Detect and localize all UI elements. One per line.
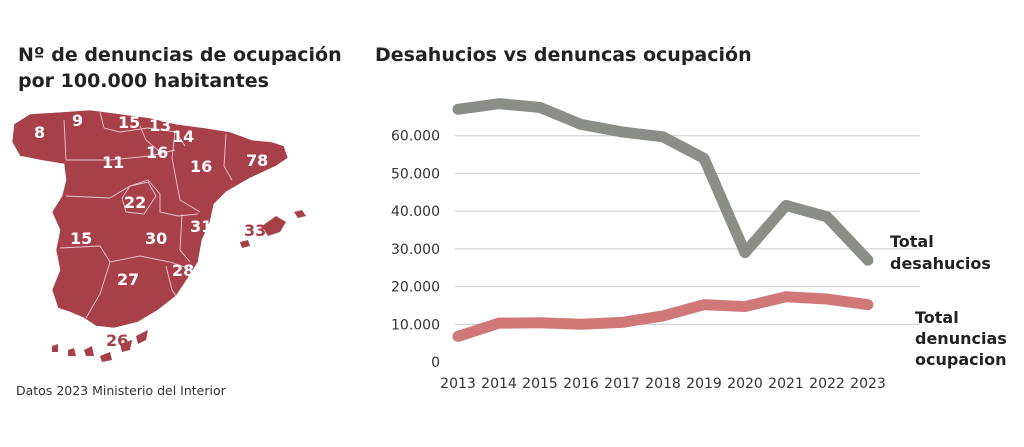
region-value-castilla-leon: 11	[102, 153, 124, 172]
y-tick-label: 60.000	[391, 129, 440, 145]
y-tick-label: 40.000	[391, 204, 440, 220]
region-value-castilla-la-mancha: 30	[145, 229, 167, 248]
region-value-galicia: 8	[34, 123, 45, 142]
x-tick-label: 2014	[481, 376, 517, 392]
series-label-ocupacion-line1: Total	[915, 308, 959, 327]
region-value-aragon: 16	[190, 157, 212, 176]
series-line-denuncias-ocupacion	[452, 291, 874, 342]
region-value-extremadura: 15	[70, 229, 92, 248]
spain-map: 8 9 15 13 14 11 16 16 78 22 31 33 15 30 …	[11, 109, 306, 362]
balearic-islands-south-shape	[240, 240, 250, 248]
x-tick-label: 2022	[809, 376, 845, 392]
map-title: Nº de denuncias de ocupación por 100.000…	[18, 44, 342, 92]
series-line-desahucios	[452, 98, 874, 266]
x-tick-label: 2021	[768, 376, 804, 392]
canary-islands-shape	[52, 330, 148, 362]
x-tick-label: 2017	[604, 376, 640, 392]
series-label-ocupacion-line3: ocupacion	[915, 350, 1006, 369]
x-axis-ticks: 2013 2014 2015 2016 2017 2018 2019 2020 2021 2022…	[440, 376, 886, 392]
series-lines	[452, 98, 874, 342]
peninsula-shape	[11, 109, 289, 329]
region-value-baleares: 33	[244, 221, 266, 240]
x-tick-label: 2019	[686, 376, 722, 392]
x-tick-label: 2013	[440, 376, 476, 392]
series-label-desahucios-line1: Total	[890, 232, 934, 251]
x-tick-label: 2023	[850, 376, 886, 392]
balearic-islands-shape	[262, 216, 286, 236]
y-tick-label: 10.000	[391, 317, 440, 333]
x-tick-label: 2015	[522, 376, 558, 392]
region-value-madrid: 22	[124, 193, 146, 212]
series-label-desahucios-line2: desahucios	[890, 254, 991, 273]
balearic-islands-small-shape	[294, 210, 306, 218]
region-value-navarra: 14	[172, 127, 194, 146]
y-tick-label: 20.000	[391, 280, 440, 296]
x-tick-label: 2016	[563, 376, 599, 392]
x-tick-label: 2020	[727, 376, 763, 392]
x-tick-label: 2018	[645, 376, 681, 392]
region-value-murcia: 28	[172, 261, 194, 280]
region-borders	[59, 111, 233, 319]
y-axis-ticks: 0 10.000 20.000 30.000 40.000 50.000 60.000	[391, 129, 440, 371]
region-value-cantabria: 15	[118, 113, 140, 132]
map-source-note: Datos 2023 Ministerio del Interior	[16, 383, 226, 398]
y-tick-label: 30.000	[391, 242, 440, 258]
region-value-valencia: 31	[190, 217, 212, 236]
region-value-andalucia: 27	[117, 270, 139, 289]
region-value-pais-vasco: 13	[149, 116, 171, 135]
region-value-canarias: 26	[106, 331, 128, 350]
y-tick-label: 0	[431, 355, 440, 371]
region-value-la-rioja: 16	[146, 143, 168, 162]
chart-title: Desahucios vs denuncas ocupación	[375, 44, 752, 66]
region-value-asturias: 9	[72, 111, 83, 130]
gridlines	[455, 135, 920, 325]
region-value-cataluna: 78	[246, 151, 268, 170]
series-label-ocupacion-line2: denuncias	[915, 329, 1007, 348]
y-tick-label: 50.000	[391, 166, 440, 182]
